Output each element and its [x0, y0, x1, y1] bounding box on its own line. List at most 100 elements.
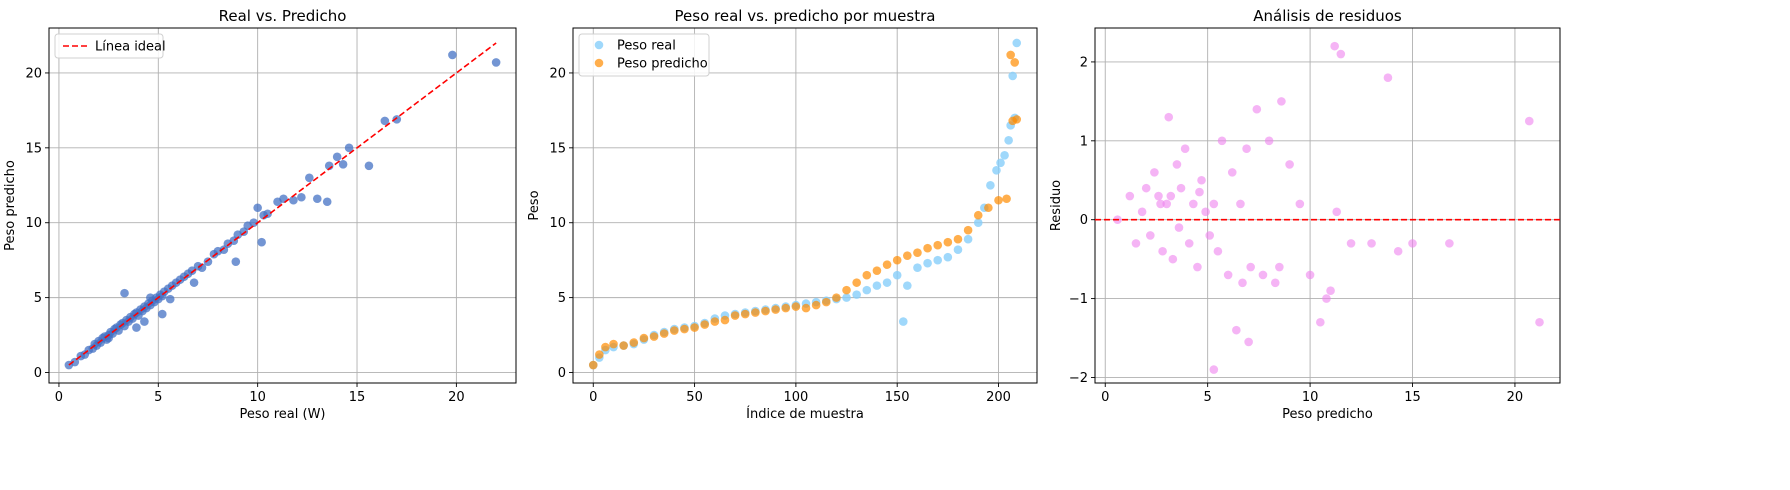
x-tick-label: 15 — [349, 390, 366, 405]
data-point — [1209, 365, 1219, 374]
data-point — [1166, 191, 1176, 201]
plot-frame — [1094, 27, 1561, 384]
data-point — [1125, 191, 1135, 201]
data-point — [1131, 239, 1141, 248]
data-point — [842, 285, 851, 295]
data-point — [973, 218, 983, 228]
data-point — [146, 293, 155, 302]
data-point — [903, 281, 912, 290]
data-point — [984, 203, 993, 213]
data-point — [1002, 194, 1011, 204]
data-point — [680, 324, 689, 334]
legend-ideal-line-label: Línea ideal — [95, 40, 166, 55]
data-point — [120, 288, 129, 298]
data-point — [751, 308, 760, 317]
data-point — [297, 192, 306, 202]
data-point — [690, 323, 699, 332]
data-point — [1012, 115, 1022, 124]
y-tick-label: 0 — [1080, 213, 1088, 228]
data-point — [821, 297, 831, 307]
data-point — [1252, 104, 1262, 114]
data-point — [892, 255, 902, 265]
y-tick-label: 5 — [558, 291, 566, 306]
data-point — [862, 285, 872, 295]
data-point — [892, 270, 902, 280]
chart-title: Análisis de residuos — [1253, 7, 1402, 25]
y-axis-label: Residuo — [1049, 180, 1064, 231]
x-tick-label: 15 — [1404, 390, 1421, 405]
data-point — [1184, 239, 1194, 248]
y-axis-label: Peso — [527, 190, 542, 220]
data-point — [1213, 246, 1223, 256]
data-point — [1246, 262, 1255, 272]
data-point — [132, 323, 141, 332]
data-point — [1242, 144, 1251, 153]
data-point — [811, 300, 821, 310]
data-point — [842, 293, 851, 302]
series-peso-predicho — [588, 50, 1022, 370]
legend-peso-predicho-label: Peso predicho — [617, 57, 708, 72]
data-point — [1193, 262, 1202, 272]
data-point — [1285, 160, 1294, 169]
y-tick-label: 5 — [34, 291, 42, 306]
panel-peso-por-muestra: Peso real vs. predicho por muestra Índic… — [527, 7, 1038, 422]
data-point — [1336, 49, 1346, 59]
panel-real-vs-predicho: Real vs. Predicho Peso real (W) Peso pre… — [3, 7, 517, 422]
data-point — [898, 317, 908, 326]
data-point — [1217, 136, 1227, 146]
data-point — [609, 339, 618, 349]
data-point — [1164, 112, 1174, 122]
data-point — [1305, 270, 1315, 280]
data-point — [305, 173, 314, 183]
data-point — [1270, 278, 1280, 288]
data-point — [1012, 38, 1022, 48]
data-point — [595, 350, 604, 359]
data-point — [1141, 183, 1151, 193]
data-point — [1316, 317, 1325, 327]
data-point — [1150, 168, 1159, 177]
data-point — [364, 161, 374, 171]
data-point — [649, 332, 659, 341]
x-tick-label: 50 — [686, 390, 703, 405]
data-point — [140, 317, 149, 326]
data-point — [1535, 317, 1544, 327]
data-point — [1162, 199, 1171, 209]
data-point — [913, 263, 922, 272]
data-point — [1137, 207, 1147, 217]
data-point — [588, 360, 598, 370]
data-point — [882, 278, 892, 287]
data-point — [1346, 239, 1356, 248]
data-point — [1275, 262, 1284, 272]
x-tick-label: 10 — [1302, 390, 1319, 405]
data-point — [257, 237, 266, 247]
ideal-line — [68, 42, 497, 366]
data-point — [1232, 325, 1241, 335]
y-tick-label: 0 — [34, 366, 42, 381]
data-point — [963, 234, 973, 244]
data-point — [1326, 286, 1335, 296]
data-point — [1227, 168, 1237, 177]
chart-title: Peso real vs. predicho por muestra — [675, 7, 936, 25]
data-point — [1000, 151, 1009, 160]
data-point — [1195, 187, 1204, 197]
y-axis-label: Peso predicho — [3, 160, 18, 251]
data-point — [963, 225, 973, 235]
legend-peso-predicho-marker — [594, 58, 604, 68]
data-point — [852, 290, 861, 299]
data-point — [953, 234, 963, 244]
data-point — [203, 257, 213, 266]
data-point — [1332, 207, 1342, 217]
data-point — [392, 115, 402, 124]
y-tick-label: 10 — [25, 216, 42, 231]
x-tick-label: 200 — [986, 390, 1011, 405]
data-point — [882, 260, 892, 269]
x-tick-label: 150 — [885, 390, 910, 405]
data-point — [720, 315, 730, 325]
data-point — [491, 58, 501, 67]
data-point — [253, 203, 262, 213]
data-point — [994, 195, 1003, 205]
data-point — [730, 311, 740, 320]
x-tick-label: 5 — [1204, 390, 1212, 405]
data-point — [1180, 144, 1190, 153]
data-point — [1008, 71, 1017, 81]
